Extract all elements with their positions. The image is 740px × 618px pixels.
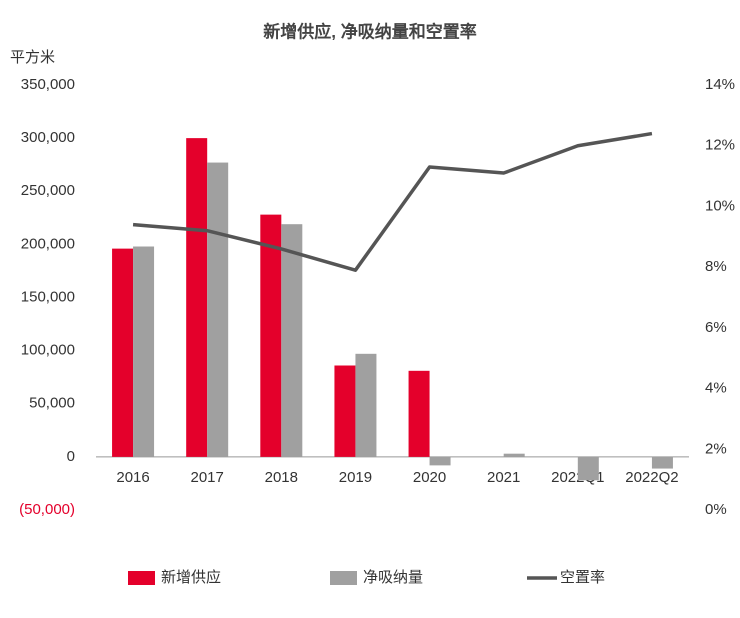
x-tick-label: 2019 xyxy=(339,469,372,486)
y2-tick-label: 10% xyxy=(705,197,735,214)
line xyxy=(132,131,653,272)
x-tick-label: 2022Q2 xyxy=(625,469,678,486)
y2-tick-label: 12% xyxy=(705,137,735,154)
y-tick-label: 200,000 xyxy=(21,235,75,252)
chart-title: 新增供应, 净吸纳量和空置率 xyxy=(263,21,476,41)
bar xyxy=(355,353,377,457)
bar xyxy=(334,365,356,457)
legend-label: 新增供应 xyxy=(161,568,221,586)
bar xyxy=(577,456,599,481)
x-tick-label: 2018 xyxy=(265,469,298,486)
y-tick-label: 350,000 xyxy=(21,76,75,93)
bar xyxy=(429,456,451,466)
y-tick-label: 50,000 xyxy=(29,395,75,412)
y-tick-label: 100,000 xyxy=(21,342,75,359)
y2-tick-label: 0% xyxy=(705,501,727,518)
bar xyxy=(503,453,525,457)
bar xyxy=(207,162,229,457)
y2-tick-label: 4% xyxy=(705,380,727,397)
y-tick-label: 0 xyxy=(67,448,75,465)
y-tick-label: 150,000 xyxy=(21,288,75,305)
y2-tick-label: 8% xyxy=(705,258,727,275)
bar xyxy=(133,246,155,457)
legend-label: 净吸纳量 xyxy=(363,569,423,586)
bar xyxy=(408,370,430,457)
x-tick-label: 2017 xyxy=(191,469,224,486)
y2-tick-label: 6% xyxy=(705,319,727,336)
bar xyxy=(651,456,673,469)
y-tick-label: (50,000) xyxy=(19,501,75,518)
y-axis-label: 平方米 xyxy=(10,49,55,66)
legend-swatch xyxy=(330,571,357,585)
x-tick-label: 2021 xyxy=(487,469,520,486)
legend-label: 空置率 xyxy=(560,569,605,586)
y-tick-label: 250,000 xyxy=(21,182,75,199)
y2-tick-label: 2% xyxy=(705,440,727,457)
bar xyxy=(112,248,134,457)
legend-swatch xyxy=(128,571,155,585)
bar xyxy=(281,224,303,457)
bar xyxy=(260,214,282,457)
bar xyxy=(186,138,208,457)
x-tick-label: 2020 xyxy=(413,469,446,486)
x-tick-label: 2016 xyxy=(116,469,149,486)
y-tick-label: 300,000 xyxy=(21,129,75,146)
y2-tick-label: 14% xyxy=(705,76,735,93)
